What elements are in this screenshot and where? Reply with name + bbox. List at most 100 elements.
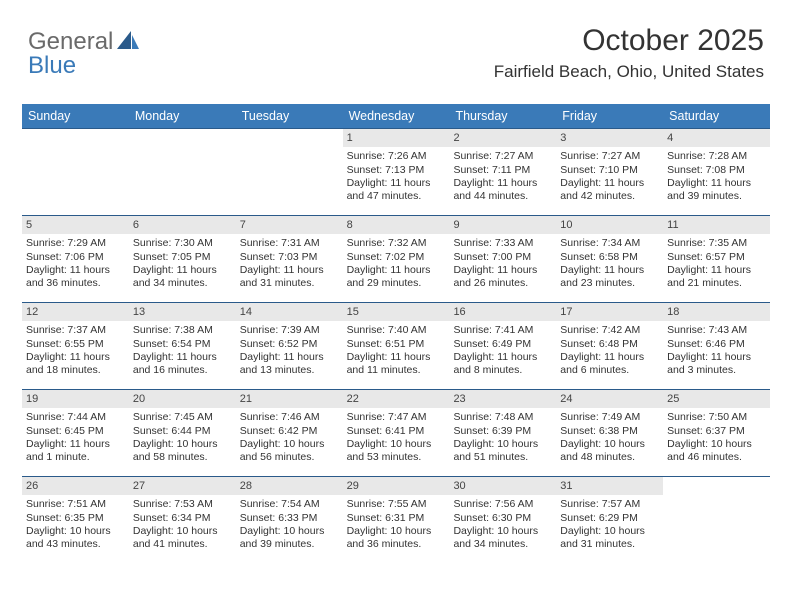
sunrise-line: Sunrise: 7:35 AM	[667, 237, 766, 250]
daylight-line: Daylight: 11 hours and 1 minute.	[26, 438, 125, 465]
sunrise-line: Sunrise: 7:49 AM	[560, 411, 659, 424]
day-cell	[129, 129, 236, 215]
sunset-line: Sunset: 7:10 PM	[560, 164, 659, 177]
day-number: 10	[556, 216, 663, 234]
day-cell: 21Sunrise: 7:46 AMSunset: 6:42 PMDayligh…	[236, 390, 343, 476]
sunset-line: Sunset: 6:39 PM	[453, 425, 552, 438]
daylight-line: Daylight: 11 hours and 34 minutes.	[133, 264, 232, 291]
day-cell	[22, 129, 129, 215]
sunset-line: Sunset: 7:05 PM	[133, 251, 232, 264]
day-of-week-header: SundayMondayTuesdayWednesdayThursdayFrid…	[22, 104, 770, 128]
sunrise-line: Sunrise: 7:56 AM	[453, 498, 552, 511]
day-cell: 9 Sunrise: 7:33 AMSunset: 7:00 PMDaylight…	[449, 216, 556, 302]
sunrise-line: Sunrise: 7:31 AM	[240, 237, 339, 250]
sunrise-line: Sunrise: 7:37 AM	[26, 324, 125, 337]
sunrise-line: Sunrise: 7:47 AM	[347, 411, 446, 424]
daylight-line: Daylight: 11 hours and 39 minutes.	[667, 177, 766, 204]
logo-sail-icon	[117, 28, 141, 56]
day-number: 27	[129, 477, 236, 495]
day-number: 13	[129, 303, 236, 321]
day-number: 22	[343, 390, 450, 408]
sunrise-line: Sunrise: 7:26 AM	[347, 150, 446, 163]
sunset-line: Sunset: 6:29 PM	[560, 512, 659, 525]
sunrise-line: Sunrise: 7:44 AM	[26, 411, 125, 424]
logo-text-blue: Blue	[28, 52, 76, 80]
day-number: 29	[343, 477, 450, 495]
daylight-line: Daylight: 11 hours and 23 minutes.	[560, 264, 659, 291]
day-number: 5	[22, 216, 129, 234]
daylight-line: Daylight: 10 hours and 36 minutes.	[347, 525, 446, 552]
day-cell: 10 Sunrise: 7:34 AMSunset: 6:58 PMDayligh…	[556, 216, 663, 302]
sunset-line: Sunset: 6:58 PM	[560, 251, 659, 264]
sunrise-line: Sunrise: 7:34 AM	[560, 237, 659, 250]
sunset-line: Sunset: 6:44 PM	[133, 425, 232, 438]
dow-tuesday: Tuesday	[236, 104, 343, 128]
daylight-line: Daylight: 10 hours and 34 minutes.	[453, 525, 552, 552]
daylight-line: Daylight: 10 hours and 46 minutes.	[667, 438, 766, 465]
sunrise-line: Sunrise: 7:33 AM	[453, 237, 552, 250]
header: October 2025 Fairfield Beach, Ohio, Unit…	[494, 24, 764, 82]
day-number: 19	[22, 390, 129, 408]
daylight-line: Daylight: 11 hours and 8 minutes.	[453, 351, 552, 378]
day-number: 20	[129, 390, 236, 408]
sunrise-line: Sunrise: 7:55 AM	[347, 498, 446, 511]
sunset-line: Sunset: 6:30 PM	[453, 512, 552, 525]
week-row: 5Sunrise: 7:29 AMSunset: 7:06 PMDaylight…	[22, 215, 770, 302]
sunrise-line: Sunrise: 7:39 AM	[240, 324, 339, 337]
week-row: 1Sunrise: 7:26 AMSunset: 7:13 PMDaylight…	[22, 128, 770, 215]
sunrise-line: Sunrise: 7:27 AM	[560, 150, 659, 163]
day-number: 9	[449, 216, 556, 234]
day-cell: 25Sunrise: 7:50 AMSunset: 6:37 PMDayligh…	[663, 390, 770, 476]
day-cell: 2Sunrise: 7:27 AMSunset: 7:11 PMDaylight…	[449, 129, 556, 215]
daylight-line: Daylight: 11 hours and 31 minutes.	[240, 264, 339, 291]
sunset-line: Sunset: 6:49 PM	[453, 338, 552, 351]
day-cell: 3Sunrise: 7:27 AMSunset: 7:10 PMDaylight…	[556, 129, 663, 215]
daylight-line: Daylight: 11 hours and 29 minutes.	[347, 264, 446, 291]
dow-friday: Friday	[556, 104, 663, 128]
day-number: 12	[22, 303, 129, 321]
sunrise-line: Sunrise: 7:28 AM	[667, 150, 766, 163]
sunset-line: Sunset: 7:00 PM	[453, 251, 552, 264]
sunrise-line: Sunrise: 7:30 AM	[133, 237, 232, 250]
sunset-line: Sunset: 6:38 PM	[560, 425, 659, 438]
sunrise-line: Sunrise: 7:43 AM	[667, 324, 766, 337]
sunrise-line: Sunrise: 7:27 AM	[453, 150, 552, 163]
sunrise-line: Sunrise: 7:48 AM	[453, 411, 552, 424]
day-number: 1	[343, 129, 450, 147]
sunset-line: Sunset: 6:45 PM	[26, 425, 125, 438]
daylight-line: Daylight: 10 hours and 53 minutes.	[347, 438, 446, 465]
day-number: 14	[236, 303, 343, 321]
day-number: 8	[343, 216, 450, 234]
day-cell: 15Sunrise: 7:40 AMSunset: 6:51 PMDayligh…	[343, 303, 450, 389]
sunrise-line: Sunrise: 7:53 AM	[133, 498, 232, 511]
week-row: 19Sunrise: 7:44 AMSunset: 6:45 PMDayligh…	[22, 389, 770, 476]
sunrise-line: Sunrise: 7:50 AM	[667, 411, 766, 424]
sunset-line: Sunset: 6:48 PM	[560, 338, 659, 351]
sunset-line: Sunset: 6:41 PM	[347, 425, 446, 438]
sunrise-line: Sunrise: 7:32 AM	[347, 237, 446, 250]
daylight-line: Daylight: 11 hours and 11 minutes.	[347, 351, 446, 378]
sunset-line: Sunset: 6:51 PM	[347, 338, 446, 351]
day-number: 31	[556, 477, 663, 495]
sunset-line: Sunset: 6:46 PM	[667, 338, 766, 351]
daylight-line: Daylight: 11 hours and 26 minutes.	[453, 264, 552, 291]
day-number: 15	[343, 303, 450, 321]
daylight-line: Daylight: 11 hours and 44 minutes.	[453, 177, 552, 204]
sunrise-line: Sunrise: 7:57 AM	[560, 498, 659, 511]
calendar: SundayMondayTuesdayWednesdayThursdayFrid…	[22, 104, 770, 563]
sunrise-line: Sunrise: 7:38 AM	[133, 324, 232, 337]
sunset-line: Sunset: 6:42 PM	[240, 425, 339, 438]
sunset-line: Sunset: 6:52 PM	[240, 338, 339, 351]
sunset-line: Sunset: 7:11 PM	[453, 164, 552, 177]
sunset-line: Sunset: 6:54 PM	[133, 338, 232, 351]
daylight-line: Daylight: 11 hours and 42 minutes.	[560, 177, 659, 204]
day-cell: 26Sunrise: 7:51 AMSunset: 6:35 PMDayligh…	[22, 477, 129, 563]
daylight-line: Daylight: 10 hours and 58 minutes.	[133, 438, 232, 465]
sunset-line: Sunset: 6:55 PM	[26, 338, 125, 351]
day-cell: 24Sunrise: 7:49 AMSunset: 6:38 PMDayligh…	[556, 390, 663, 476]
day-number: 28	[236, 477, 343, 495]
daylight-line: Daylight: 11 hours and 6 minutes.	[560, 351, 659, 378]
daylight-line: Daylight: 11 hours and 36 minutes.	[26, 264, 125, 291]
sunset-line: Sunset: 7:02 PM	[347, 251, 446, 264]
day-number: 16	[449, 303, 556, 321]
